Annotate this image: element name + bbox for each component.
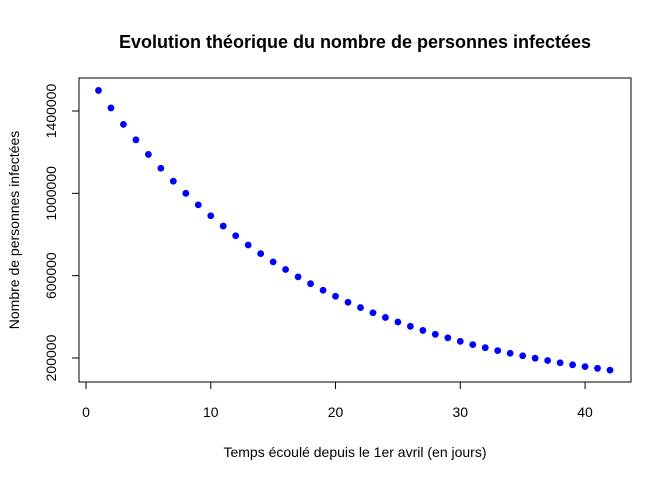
y-tick-label: 1000000 (43, 166, 59, 221)
data-point (357, 304, 364, 311)
data-point (456, 337, 464, 345)
x-tick-label: 20 (328, 404, 344, 420)
data-point (431, 330, 439, 338)
x-tick-label: 0 (82, 404, 90, 420)
y-tick-label: 200000 (43, 334, 59, 381)
data-point (319, 286, 327, 294)
data-point (344, 298, 352, 306)
data-point (581, 363, 589, 371)
data-point (169, 177, 177, 185)
data-point (257, 250, 265, 258)
data-point (594, 364, 601, 372)
data-point (531, 354, 539, 362)
y-axis-label: Nombre de personnes infectées (6, 131, 22, 329)
data-point (132, 136, 140, 144)
data-point (95, 87, 102, 94)
data-point (382, 314, 389, 321)
data-point (269, 258, 277, 266)
data-point (406, 322, 414, 330)
data-point (219, 222, 227, 230)
data-point (394, 318, 402, 326)
data-point (120, 120, 127, 128)
data-point (207, 212, 215, 220)
data-point (506, 349, 514, 357)
data-point (232, 232, 240, 240)
y-tick-label: 1400000 (43, 84, 59, 139)
x-axis: 0 10 20 30 40 (82, 381, 593, 420)
data-point (369, 309, 377, 317)
data-point (494, 347, 502, 354)
data-point (294, 273, 302, 281)
data-point (556, 359, 564, 367)
data-point (332, 292, 339, 300)
data-point (182, 189, 190, 197)
data-point (569, 361, 576, 369)
data-point (282, 266, 290, 273)
x-tick-label: 40 (577, 404, 593, 420)
y-tick-label: 600000 (43, 252, 59, 299)
data-point (157, 164, 165, 172)
y-axis: 200000 600000 1000000 1400000 (43, 84, 80, 381)
data-point (544, 357, 552, 364)
data-point (519, 352, 527, 360)
plot-frame (78, 77, 632, 383)
x-tick-label: 10 (203, 404, 219, 420)
data-point (419, 327, 427, 334)
data-point (307, 280, 314, 288)
data-point (194, 201, 202, 209)
data-point (606, 366, 614, 374)
x-axis-label: Temps écoulé depuis le 1er avril (en jou… (223, 444, 486, 460)
data-point (107, 104, 115, 112)
data-point (144, 151, 152, 158)
data-point (469, 341, 477, 349)
data-point (244, 241, 252, 249)
x-tick-label: 30 (452, 404, 468, 420)
data-point (444, 334, 452, 342)
chart-title: Evolution théorique du nombre de personn… (119, 32, 591, 52)
data-point (481, 344, 489, 352)
data-points (95, 87, 614, 374)
